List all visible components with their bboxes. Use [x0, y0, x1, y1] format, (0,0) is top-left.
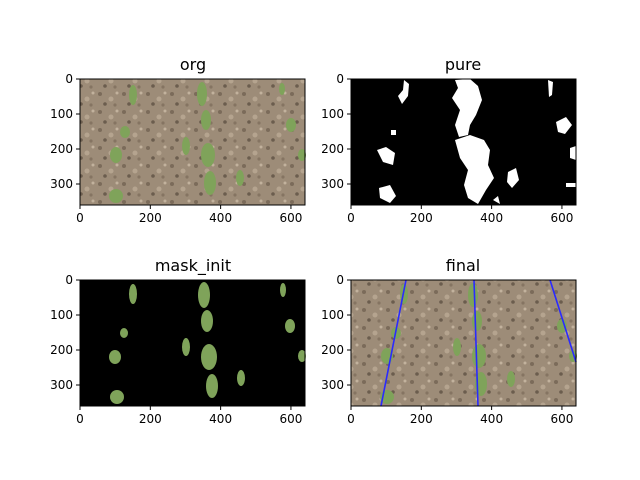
image-final	[350, 279, 577, 407]
y-tick-label: 0	[65, 273, 73, 287]
y-tick-label: 300	[321, 177, 344, 191]
panel-title-final: final	[446, 256, 480, 275]
x-tick-label: 200	[139, 412, 162, 426]
y-tick-label: 100	[50, 308, 73, 322]
panel-org: org	[79, 55, 306, 206]
x-tick-label: 600	[550, 412, 573, 426]
x-tick-label: 600	[279, 211, 302, 225]
row-lines	[380, 279, 577, 407]
panel-final: final	[350, 256, 577, 407]
y-tick-label: 100	[50, 107, 73, 121]
x-tick-label: 0	[76, 412, 84, 426]
y-tick-label: 100	[321, 308, 344, 322]
x-tick-label: 200	[410, 412, 433, 426]
x-tick-label: 400	[480, 211, 503, 225]
x-tick-label: 200	[410, 211, 433, 225]
image-mask-init	[79, 279, 306, 407]
axes-layer: 0 200 400 600 0 100 200 300 0 200 400 600 0 100 200 300…	[50, 72, 573, 426]
x-tick-label: 400	[209, 412, 232, 426]
y-tick-label: 300	[50, 177, 73, 191]
y-tick-label: 0	[65, 72, 73, 86]
y-tick-label: 0	[336, 273, 344, 287]
row-line-left	[380, 279, 407, 407]
panel-title-mask-init: mask_init	[155, 256, 231, 276]
x-tick-label: 200	[139, 211, 162, 225]
panel-title-pure: pure	[445, 55, 481, 74]
y-tick-label: 200	[50, 343, 73, 357]
y-tick-label: 200	[321, 343, 344, 357]
image-pure	[350, 78, 577, 206]
y-tick-label: 0	[336, 72, 344, 86]
row-line-center	[473, 279, 479, 407]
y-tick-label: 300	[321, 378, 344, 392]
y-tick-label: 200	[321, 142, 344, 156]
x-tick-label: 600	[550, 211, 573, 225]
y-tick-label: 100	[321, 107, 344, 121]
x-tick-label: 400	[480, 412, 503, 426]
x-tick-label: 0	[347, 211, 355, 225]
x-tick-label: 0	[347, 412, 355, 426]
y-tick-label: 200	[50, 142, 73, 156]
panel-title-org: org	[180, 55, 206, 74]
x-tick-label: 600	[279, 412, 302, 426]
panel-mask-init: mask_init	[79, 256, 306, 407]
image-org	[79, 78, 306, 206]
x-tick-label: 0	[76, 211, 84, 225]
x-tick-label: 400	[209, 211, 232, 225]
row-line-right	[549, 279, 577, 363]
y-tick-label: 300	[50, 378, 73, 392]
panel-pure: pure	[350, 55, 577, 206]
